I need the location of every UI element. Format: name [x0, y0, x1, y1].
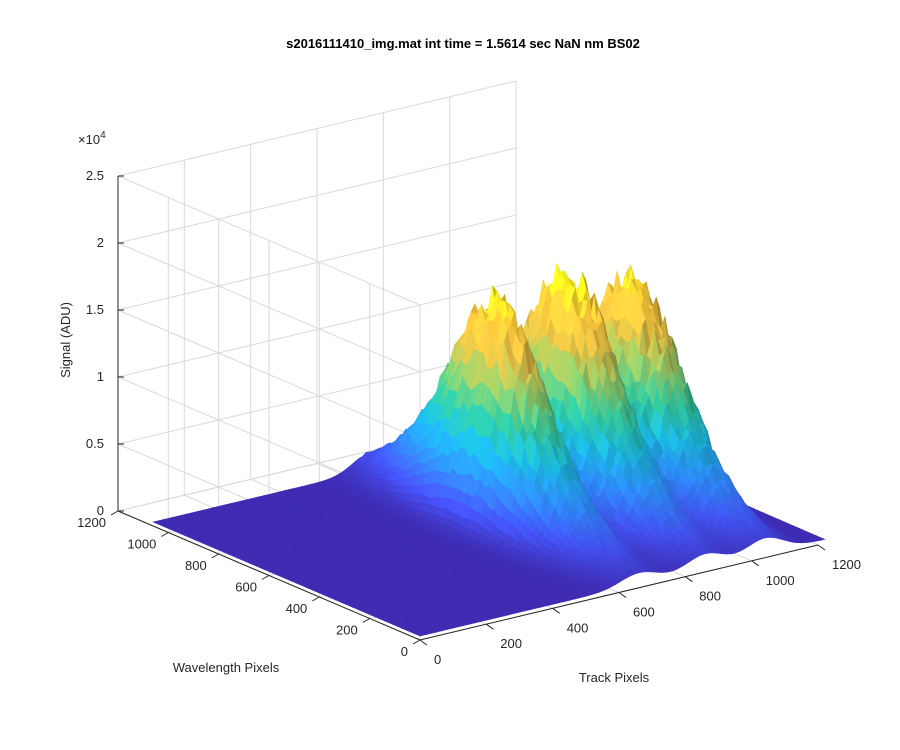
- grid-line-side-z: [117, 309, 421, 440]
- surface-layer: [152, 262, 826, 637]
- grid-line-side-z: [117, 175, 421, 306]
- grid-line-back-z: [117, 281, 517, 378]
- grid-line-back-z: [117, 147, 517, 244]
- grid-line-side-z: [117, 242, 421, 373]
- grid-line-back-z: [117, 80, 517, 177]
- grid-line-back-z: [117, 214, 517, 311]
- chart-title: s2016111410_img.mat int time = 1.5614 se…: [286, 36, 640, 51]
